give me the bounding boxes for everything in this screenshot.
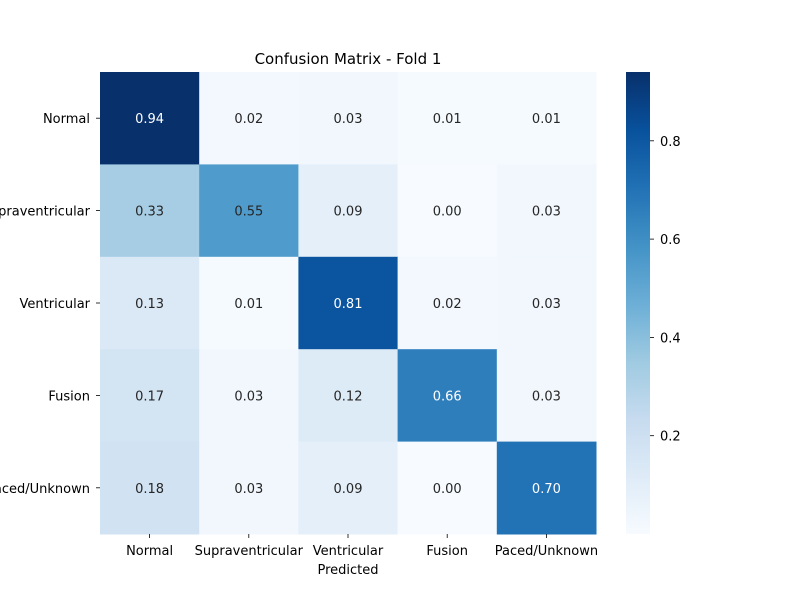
heatmap-cell: [199, 72, 299, 165]
cell-value-label: 0.70: [532, 482, 561, 497]
cell-value-label: 0.09: [334, 205, 363, 220]
colorbar-ticks: 0.2 0.4 0.6 0.8: [650, 135, 681, 445]
heatmap-cell: [199, 164, 299, 258]
colorbar-tick-label: 0.4: [660, 331, 681, 346]
heatmap-cell: [496, 349, 597, 443]
cell-value-label: 0.55: [234, 205, 263, 220]
x-tick-label: Fusion: [426, 544, 468, 559]
cell-value-label: 0.01: [433, 112, 462, 127]
colorbar-tick-label: 0.6: [660, 233, 681, 248]
y-tick-label: Ventricular: [20, 297, 91, 312]
cell-value-label: 0.03: [532, 297, 561, 312]
heatmap-cell: [298, 164, 399, 258]
y-tick-label: Paced/Unknown: [0, 482, 90, 497]
heatmap-cell: [199, 349, 299, 443]
cell-value-label: 0.03: [234, 389, 263, 404]
cell-value-label: 0.01: [234, 297, 263, 312]
cell-value-label: 0.13: [135, 297, 164, 312]
heatmap-cell: [496, 72, 597, 165]
heatmap-cell: [100, 72, 200, 165]
cell-value-label: 0.02: [234, 112, 263, 127]
y-tick-label: Fusion: [48, 389, 90, 404]
heatmap-cell: [298, 349, 399, 443]
x-tick-label: Paced/Unknown: [495, 544, 598, 559]
cell-value-label: 0.12: [334, 389, 363, 404]
cell-value-label: 0.03: [532, 389, 561, 404]
y-tick-label: Normal: [43, 112, 90, 127]
cell-value-label: 0.09: [334, 482, 363, 497]
cell-value-label: 0.18: [135, 482, 164, 497]
heatmap-cell: [298, 256, 399, 350]
heatmap-cells: 0.94 0.02 0.03 0.01 0.01 0.33 0.55 0.09 0.00 0.03…: [100, 72, 597, 535]
cell-value-label: 0.00: [433, 205, 462, 220]
chart-title: Confusion Matrix - Fold 1: [255, 50, 442, 68]
heatmap-cell: [100, 349, 200, 443]
cell-value-label: 0.03: [532, 205, 561, 220]
colorbar-tick-label: 0.8: [660, 135, 681, 150]
heatmap-cell: [298, 441, 399, 535]
cell-value-label: 0.66: [433, 389, 462, 404]
y-tick-label: Supraventricular: [0, 205, 91, 220]
y-axis-ticks: Normal Supraventricular Ventricular Fusion P…: [0, 112, 100, 497]
cell-value-label: 0.03: [334, 112, 363, 127]
cell-value-label: 0.94: [135, 112, 164, 127]
cell-value-label: 0.33: [135, 205, 164, 220]
colorbar: [626, 72, 650, 534]
heatmap-cell: [397, 441, 498, 535]
heatmap-cell: [100, 164, 200, 258]
x-tick-label: Normal: [126, 544, 173, 559]
heatmap-cell: [496, 441, 597, 535]
heatmap-cell: [496, 164, 597, 258]
heatmap-cell: [397, 256, 498, 350]
heatmap-cell: [397, 72, 498, 165]
x-axis-ticks: Normal Supraventricular Ventricular Fusion P…: [126, 534, 598, 559]
cell-value-label: 0.02: [433, 297, 462, 312]
cell-value-label: 0.00: [433, 482, 462, 497]
cell-value-label: 0.03: [234, 482, 263, 497]
x-axis-label: Predicted: [317, 563, 378, 578]
cell-value-label: 0.01: [532, 112, 561, 127]
heatmap-cell: [199, 441, 299, 535]
heatmap-cell: [397, 164, 498, 258]
heatmap-cell: [496, 256, 597, 350]
heatmap-cell: [298, 72, 399, 165]
x-tick-label: Supraventricular: [195, 544, 304, 559]
heatmap-cell: [199, 256, 299, 350]
heatmap-cell: [100, 256, 200, 350]
cell-value-label: 0.81: [334, 297, 363, 312]
heatmap-cell: [100, 441, 200, 535]
heatmap-cell: [397, 349, 498, 443]
x-tick-label: Ventricular: [313, 544, 384, 559]
colorbar-tick-label: 0.2: [660, 430, 681, 445]
cell-value-label: 0.17: [135, 389, 164, 404]
